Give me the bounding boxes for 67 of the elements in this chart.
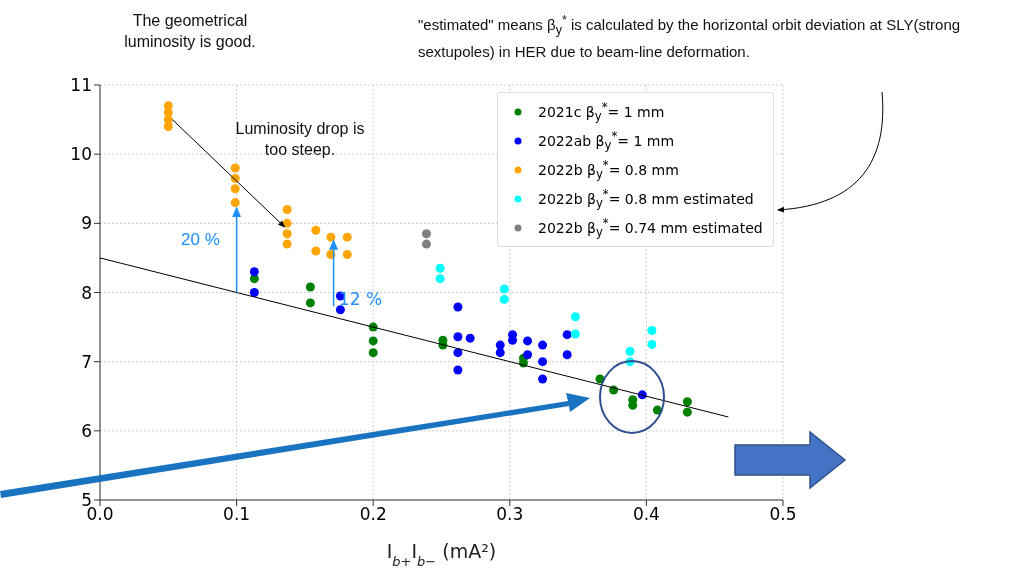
- point: [368, 336, 378, 346]
- point: [453, 365, 463, 375]
- point: [249, 288, 259, 297]
- point: [499, 294, 509, 304]
- point: [562, 330, 572, 340]
- point: [163, 101, 173, 111]
- point: [499, 284, 509, 294]
- point: [342, 232, 352, 242]
- point: [230, 198, 240, 208]
- point: [562, 350, 572, 360]
- point: [282, 218, 292, 228]
- point: [421, 229, 431, 239]
- y-tick-label: 8: [81, 282, 92, 303]
- y-tick-label: 6: [81, 420, 92, 441]
- point: [282, 229, 292, 239]
- point: [311, 225, 321, 235]
- point: [368, 348, 378, 358]
- x-tick-label: 0.1: [223, 504, 251, 525]
- point: [249, 267, 259, 277]
- point: [230, 184, 240, 194]
- point: [538, 340, 548, 350]
- text: The geometrical luminosity is good.: [123, 11, 257, 52]
- x-tick-label: 0.5: [769, 504, 797, 525]
- point: [335, 305, 345, 315]
- annotation: 20 %: [181, 229, 220, 250]
- point: [538, 374, 548, 384]
- point: [625, 346, 635, 356]
- point: [282, 205, 292, 214]
- point: [570, 312, 580, 322]
- point: [453, 332, 463, 342]
- legend-label: 2022b β$_{y}$$^{*}$= 0.74 mm estimated: [538, 215, 763, 240]
- x-tick-label: 0.4: [632, 504, 660, 525]
- point: [305, 282, 315, 292]
- point: [311, 246, 321, 256]
- point: [453, 302, 463, 312]
- point: [342, 249, 352, 259]
- point: [647, 326, 657, 336]
- y-tick-label: 10: [70, 144, 92, 165]
- point: [570, 329, 580, 339]
- point: [495, 348, 505, 358]
- point: [230, 163, 240, 173]
- point: [523, 350, 533, 360]
- y-tick-label: 7: [81, 351, 92, 372]
- point: [326, 232, 336, 242]
- point: [538, 357, 548, 367]
- point: [305, 298, 315, 308]
- point: [523, 336, 533, 346]
- x-tick-label: 0.2: [359, 504, 387, 525]
- text: "estimated" means β$_{y}$$^{*}$ is calculated by the horizontal orbit deviation at SLY(strong sextupoles) in HER due to beam-line deformation.: [418, 12, 962, 62]
- point: [647, 339, 657, 349]
- point: [682, 407, 692, 417]
- annotation: 12 %: [338, 289, 383, 310]
- point: [465, 333, 475, 343]
- y-tick-label: 9: [81, 213, 92, 234]
- annotation: Luminosity drop is too steep.: [234, 119, 366, 160]
- x-tick-label: 0.3: [496, 504, 524, 525]
- y-tick-label: 11: [70, 75, 92, 96]
- legend-label: 2022ab β$_{y}$$^{*}$= 1 mm: [538, 128, 675, 153]
- legend-label: 2021c β$_{y}$$^{*}$= 1 mm: [538, 99, 665, 124]
- point: [435, 263, 445, 273]
- x-axis-title: I$_{b+}$I$_{b−}$ (mA²): [386, 540, 497, 569]
- legend-label: 2022b β$_{y}$$^{*}$= 0.8 mm estimated: [538, 186, 754, 211]
- point: [682, 397, 692, 407]
- point: [282, 239, 292, 249]
- legend-label: 2022b β$_{y}$$^{*}$= 0.8 mm: [538, 157, 679, 182]
- point: [435, 274, 445, 284]
- point: [421, 239, 431, 249]
